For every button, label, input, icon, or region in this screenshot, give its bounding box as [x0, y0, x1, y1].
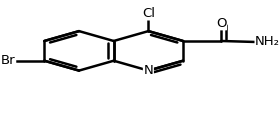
Text: Cl: Cl: [142, 7, 155, 20]
Text: O: O: [216, 17, 226, 30]
Text: Br: Br: [1, 54, 16, 67]
Text: N: N: [144, 64, 153, 77]
Text: NH₂: NH₂: [255, 35, 280, 48]
